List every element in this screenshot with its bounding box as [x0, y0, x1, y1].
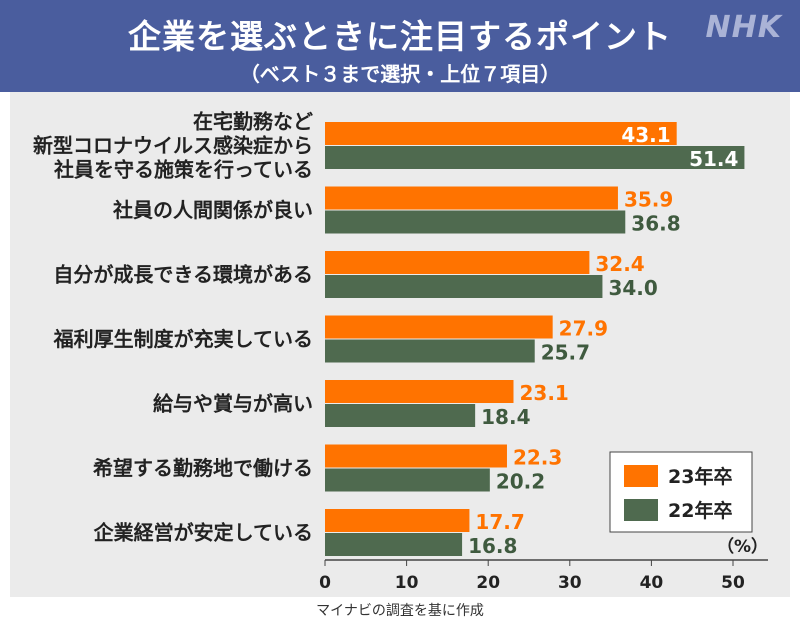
source-note: マイナビの調査を基に作成	[316, 603, 484, 619]
category-label-0-2: 社員を守る施策を行っている	[53, 158, 313, 182]
bar-22-3	[325, 339, 535, 363]
value-label-22-1: 36.8	[631, 212, 680, 236]
nhk-logo: NHK	[705, 10, 782, 45]
bar-23-1	[325, 186, 618, 210]
value-label-22-5: 20.2	[496, 470, 545, 494]
category-label-1-0: 社員の人間関係が良い	[112, 198, 313, 222]
value-label-22-6: 16.8	[468, 534, 517, 558]
chart-header: 企業を選ぶときに注目するポイント （ベスト３まで選択・上位７項目） NHK	[0, 0, 800, 92]
bar-23-4	[325, 380, 514, 403]
category-label-2-0: 自分が成長できる環境がある	[53, 263, 313, 287]
x-tick-label-30: 30	[558, 573, 582, 593]
x-tick-label-0: 0	[319, 573, 331, 593]
chart-subtitle: （ベスト３まで選択・上位７項目）	[239, 62, 561, 86]
category-label-3-0: 福利厚生制度が充実している	[53, 327, 313, 351]
value-label-23-4: 23.1	[519, 381, 568, 405]
bar-22-6	[325, 533, 463, 556]
category-label-5-0: 希望する勤務地で働ける	[93, 456, 313, 480]
category-label-4-0: 給与や賞与が高い	[153, 392, 313, 416]
value-label-22-4: 18.4	[481, 405, 530, 429]
bar-23-3	[325, 315, 553, 339]
x-tick-label-40: 40	[640, 573, 664, 593]
bar-23-6	[325, 509, 470, 532]
value-label-23-5: 22.3	[513, 446, 562, 470]
bar-22-1	[325, 210, 626, 234]
category-label-6-0: 企業経営が安定している	[93, 521, 313, 545]
value-label-23-0: 43.1	[621, 123, 670, 147]
category-label-0-1: 新型コロナウイルス感染症から	[33, 134, 313, 158]
value-label-23-3: 27.9	[559, 317, 608, 341]
value-label-22-2: 34.0	[608, 276, 657, 300]
legend-label-23: 23年卒	[668, 465, 732, 488]
x-tick-label-20: 20	[476, 573, 500, 593]
x-unit-label: （%）	[717, 536, 768, 557]
value-label-23-6: 17.7	[475, 510, 524, 534]
value-label-23-1: 35.9	[624, 188, 673, 212]
bar-chart: 0 10 20 30 40 50 （%） 43.1 51.4 在宅勤務など新型コロナウイルス感染症…	[33, 110, 768, 593]
legend-label-22: 22年卒	[668, 499, 732, 522]
bar-22-0	[325, 146, 745, 169]
bar-22-5	[325, 468, 490, 492]
legend-swatch-23	[624, 465, 658, 487]
bar-23-5	[325, 444, 507, 468]
x-tick-label-10: 10	[395, 573, 419, 593]
value-label-22-3: 25.7	[541, 341, 590, 365]
chart-title: 企業を選ぶときに注目するポイント	[128, 17, 672, 56]
x-tick-label-50: 50	[721, 573, 745, 593]
bar-22-2	[325, 275, 603, 298]
legend-swatch-22	[624, 499, 658, 521]
bar-22-4	[325, 404, 476, 427]
value-label-23-2: 32.4	[595, 252, 644, 276]
bar-23-0	[325, 122, 677, 145]
value-label-22-0: 51.4	[689, 147, 738, 171]
category-label-0-0: 在宅勤務など	[193, 110, 313, 134]
bar-23-2	[325, 251, 590, 274]
